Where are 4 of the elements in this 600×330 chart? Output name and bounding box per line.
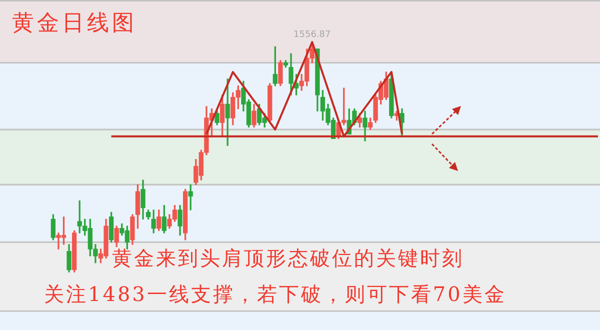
chart-title: 黄金日线图 bbox=[12, 10, 137, 38]
text: 1556.87 bbox=[294, 30, 331, 40]
text: 关注1483一线支撑，若下破，则可下看70美金 bbox=[44, 281, 506, 308]
annotation: 黄金来到头肩顶形态破位的关键时刻 bbox=[112, 245, 464, 272]
